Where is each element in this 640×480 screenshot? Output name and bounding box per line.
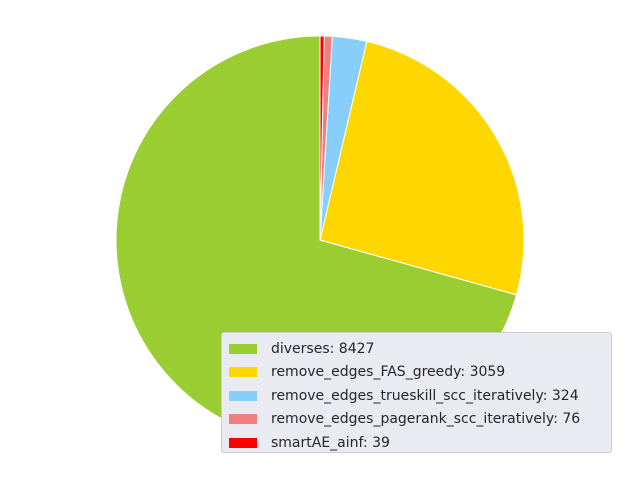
legend-item-smartae: smartAE_ainf: 39 xyxy=(229,431,611,455)
legend: diverses: 8427 remove_edges_FAS_greedy: … xyxy=(221,332,612,453)
legend-swatch xyxy=(229,414,257,425)
pie-slice-smartae-ainf xyxy=(319,35,325,241)
legend-label: diverses: 8427 xyxy=(271,340,375,357)
legend-swatch xyxy=(229,390,257,401)
legend-item-trueskill: remove_edges_trueskill_scc_iteratively: … xyxy=(229,384,611,408)
legend-swatch xyxy=(229,367,257,378)
legend-item-pagerank: remove_edges_pagerank_scc_iteratively: 7… xyxy=(229,408,611,432)
legend-label: remove_edges_trueskill_scc_iteratively: … xyxy=(271,387,579,404)
legend-item-fas-greedy: remove_edges_FAS_greedy: 3059 xyxy=(229,361,611,385)
legend-swatch xyxy=(229,343,257,354)
legend-swatch xyxy=(229,437,257,448)
pie-slice-remove-edges-fas-greedy xyxy=(319,40,525,296)
legend-label: remove_edges_pagerank_scc_iteratively: 7… xyxy=(271,411,581,428)
legend-item-diverses: diverses: 8427 xyxy=(229,337,611,361)
legend-label: smartAE_ainf: 39 xyxy=(271,434,390,451)
legend-label: remove_edges_FAS_greedy: 3059 xyxy=(271,364,506,381)
